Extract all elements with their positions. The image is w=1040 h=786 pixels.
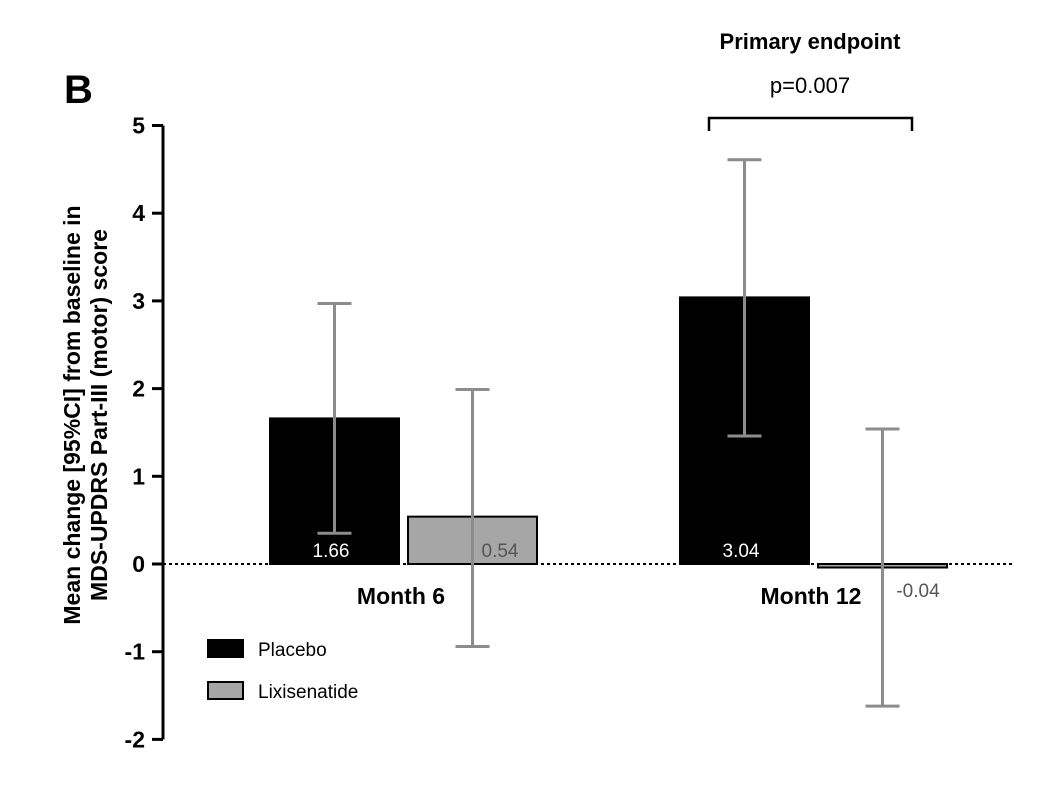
y-axis-title-line2: MDS-UPDRS Part-III (motor) score	[86, 229, 112, 601]
y-tick-label: 2	[132, 376, 145, 402]
y-tick-label: 5	[132, 113, 145, 139]
y-tick-label: 3	[132, 288, 145, 314]
y-tick-label: 4	[132, 200, 145, 226]
bar-value-labels: 1.66 3.04 0.54 -0.04	[313, 541, 941, 602]
annotation-title: Primary endpoint	[720, 29, 902, 54]
legend-swatch-placebo	[207, 639, 244, 658]
y-axis: 5 4 3 2 1 0 -1 -2	[125, 113, 165, 752]
significance-bracket	[707, 116, 914, 131]
y-tick-label: -2	[125, 726, 145, 752]
legend-label-placebo: Placebo	[258, 640, 327, 661]
bar-value-label-placebo-1: 3.04	[723, 541, 760, 562]
y-axis-title: Mean change [95%CI] from baseline in MDS…	[59, 205, 112, 624]
category-label-0: Month 6	[357, 583, 445, 609]
bar-value-label-lixisenatide-0: 0.54	[482, 541, 519, 562]
panel-label: B	[64, 68, 93, 112]
bar-value-label-lixisenatide-1: -0.04	[896, 581, 940, 602]
y-tick-label: 1	[132, 463, 145, 489]
category-labels: Month 6 Month 12	[357, 583, 862, 609]
annotation-pvalue: p=0.007	[770, 73, 850, 98]
error-bars	[317, 158, 900, 708]
primary-endpoint-annotation: Primary endpoint p=0.007	[707, 29, 914, 131]
y-axis-title-line1: Mean change [95%CI] from baseline in	[59, 205, 85, 624]
y-tick-label: -1	[125, 639, 146, 665]
category-label-1: Month 12	[761, 583, 862, 609]
y-tick-label: 0	[132, 551, 145, 577]
bar-value-label-placebo-0: 1.66	[313, 541, 350, 562]
bars	[269, 296, 948, 569]
legend-swatch-lixisenatide	[207, 681, 244, 700]
legend: Placebo Lixisenatide	[207, 639, 358, 703]
legend-label-lixisenatide: Lixisenatide	[258, 682, 358, 703]
